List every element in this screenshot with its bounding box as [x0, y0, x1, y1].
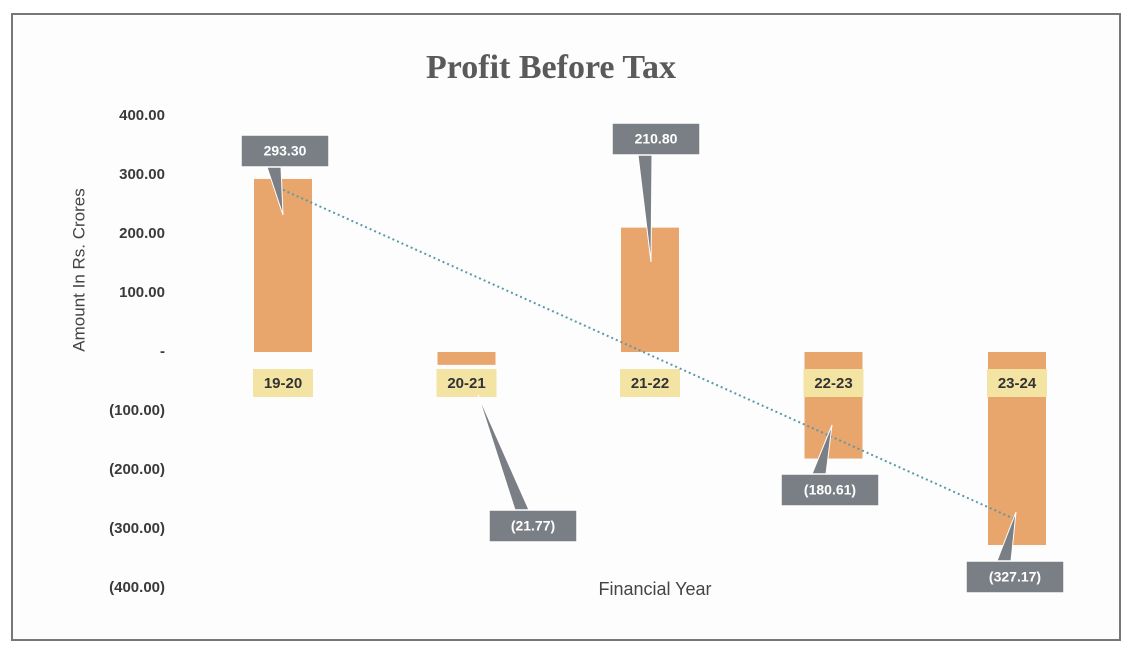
category-label-bg: [253, 369, 313, 397]
chart-title: Profit Before Tax: [426, 49, 676, 86]
callout-box: [488, 509, 578, 543]
y-tick-label: 400.00: [119, 107, 165, 124]
x-tick-label: 20-21: [447, 375, 485, 392]
y-tick-label: 100.00: [119, 284, 165, 301]
x-tick-label: 19-20: [264, 375, 302, 392]
category-label-bg: [987, 369, 1047, 397]
data-label: 293.30: [264, 143, 307, 159]
data-label: (327.17): [989, 569, 1041, 585]
data-label: (21.77): [511, 518, 555, 534]
y-axis-title: Amount In Rs. Crores: [69, 188, 88, 351]
y-tick-label: (400.00): [109, 579, 165, 596]
y-tick-label: (300.00): [109, 520, 165, 537]
x-tick-label: 23-24: [998, 375, 1037, 392]
y-tick-label: -: [160, 343, 165, 360]
x-tick-label: 21-22: [631, 375, 669, 392]
data-label: (180.61): [804, 482, 856, 498]
callout-box: [780, 473, 880, 507]
chart-frame: [11, 13, 1121, 641]
y-tick-label: (100.00): [109, 402, 165, 419]
bar: [804, 352, 863, 459]
y-tick-label: (200.00): [109, 461, 165, 478]
y-tick-label: 300.00: [119, 166, 165, 183]
category-label-bg: [436, 369, 497, 397]
x-axis-title: Financial Year: [598, 579, 711, 599]
callout-box: [611, 122, 701, 156]
callout-box: [965, 560, 1065, 594]
category-label-bg: [620, 369, 680, 397]
y-tick-label: 200.00: [119, 225, 165, 242]
callout-box: [240, 134, 330, 168]
trendline: [282, 188, 1018, 522]
x-tick-label: 22-23: [814, 375, 852, 392]
bar: [437, 352, 496, 365]
data-label: 210.80: [635, 131, 678, 147]
category-label-bg: [803, 369, 864, 397]
